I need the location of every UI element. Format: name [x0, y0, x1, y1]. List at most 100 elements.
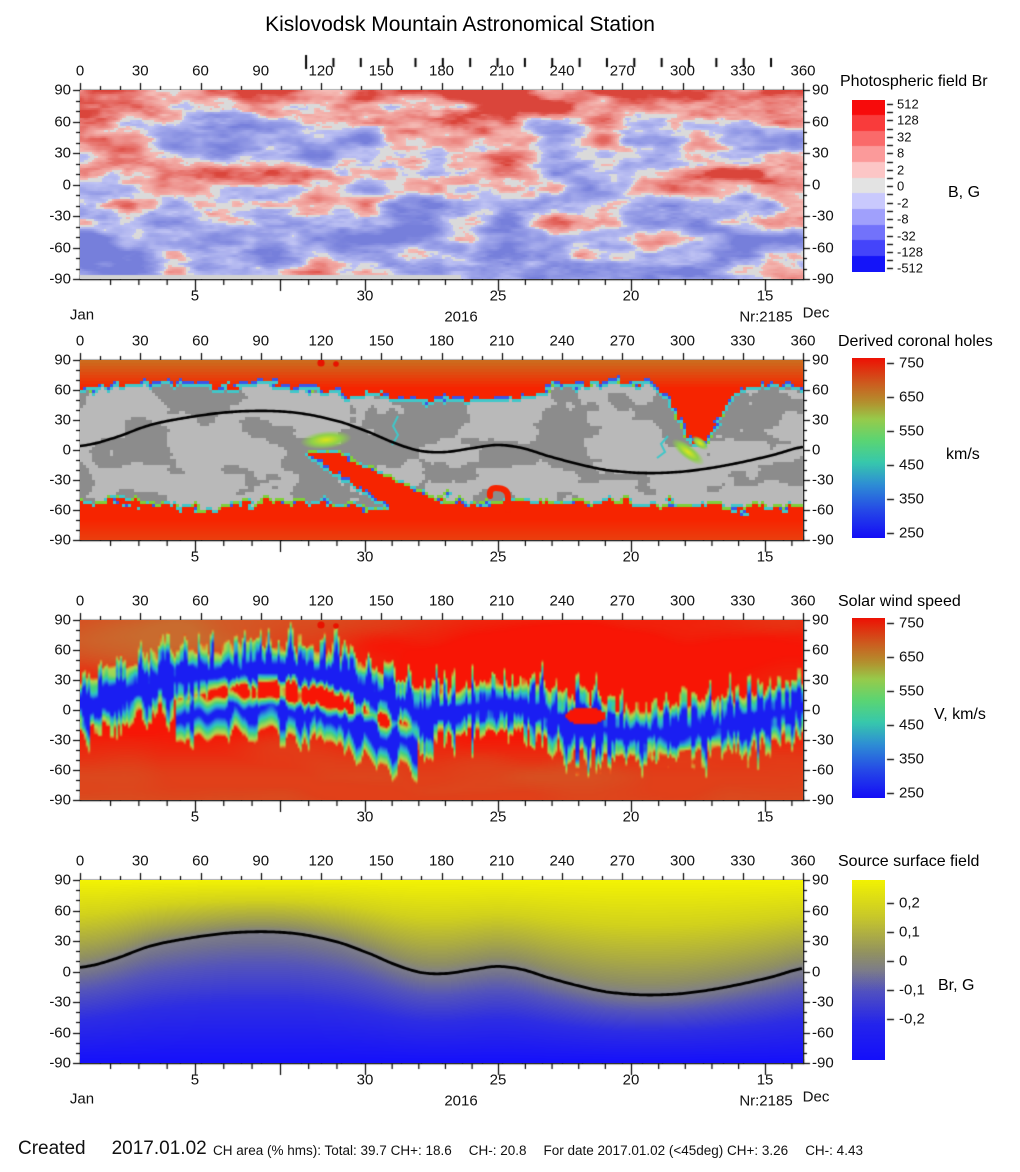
- lat-tick-label-left: 0: [62, 176, 71, 193]
- lon-tick-label: 90: [252, 332, 270, 350]
- date-tick-label: 5: [190, 1071, 200, 1089]
- lat-tick-label-right: -30: [812, 471, 834, 489]
- lat-tick-label-right: -30: [812, 993, 834, 1011]
- unit-label-b-g: B, G: [948, 184, 981, 201]
- colorbar-tick-label: 512: [897, 96, 919, 112]
- unit-label-br-g: Br, G: [938, 977, 975, 994]
- lon-tick-label: 30: [131, 852, 149, 870]
- lat-tick-label-right: 0: [812, 176, 821, 193]
- lon-tick-label: 60: [192, 62, 209, 80]
- lon-tick-label: 210: [489, 592, 515, 610]
- date-tick-label: 30: [356, 548, 374, 566]
- lon-tick-label: 150: [368, 852, 394, 870]
- lat-tick-label-right: -60: [812, 501, 834, 519]
- colorbar-tick-label: 350: [899, 490, 925, 508]
- colorbar-tick-label: 550: [899, 422, 925, 440]
- ch-area-minus: CH-: 20.8: [468, 1143, 527, 1158]
- created-date: 2017.01.02: [111, 1138, 207, 1159]
- lon-tick-label: 0: [75, 332, 85, 350]
- lon-tick-label: 120: [308, 592, 334, 610]
- colorbar-title-photospheric: Photospheric field Br: [840, 73, 988, 90]
- colorbar-tick-label: 250: [899, 524, 925, 542]
- colorbar-tick-label: 650: [899, 388, 925, 406]
- lat-tick-label-left: -60: [49, 239, 71, 256]
- colorbar-tick-label: 32: [897, 129, 912, 145]
- lon-tick-label: 300: [669, 852, 696, 870]
- lon-tick-label: 300: [669, 62, 696, 80]
- lon-tick-label: 180: [428, 592, 455, 610]
- created-label: Created: [18, 1138, 86, 1159]
- colorbar-tick-label: 750: [899, 614, 925, 632]
- lon-tick-label: 30: [131, 592, 149, 610]
- lon-tick-label: 270: [609, 332, 635, 350]
- lon-tick-label: 60: [192, 592, 209, 610]
- lon-tick-label: 30: [131, 62, 149, 80]
- colorbar-tick-label: 0: [897, 178, 905, 194]
- lon-tick-label: 240: [549, 852, 575, 870]
- unit-label-v-km-s: V, km/s: [934, 706, 986, 723]
- lon-tick-label: 360: [790, 62, 816, 80]
- lon-tick-label: 0: [75, 852, 85, 870]
- lat-tick-label-left: 90: [54, 871, 71, 889]
- lon-tick-label: 90: [252, 852, 270, 870]
- colorbar-tick-label: 250: [899, 784, 925, 802]
- created-line: Created 2017.01.02: [18, 1138, 207, 1160]
- lat-tick-label-left: 0: [62, 963, 71, 980]
- lat-tick-label-left: 30: [54, 932, 71, 950]
- colorbar-tick-label: 0,1: [899, 923, 920, 941]
- solar-wind-speed-map: [80, 620, 803, 800]
- source-surface-field-map: [80, 880, 803, 1063]
- lat-tick-label-left: -90: [49, 531, 71, 549]
- date-tick-label: 25: [489, 1071, 507, 1089]
- date-tick-label: 15: [756, 808, 774, 826]
- date-tick-label: 30: [356, 1071, 374, 1089]
- lon-tick-label: 180: [428, 332, 455, 350]
- lat-tick-label-right: 30: [812, 671, 829, 689]
- date-tick-label: 15: [756, 548, 774, 566]
- lon-tick-label: 360: [790, 592, 816, 610]
- ch-area-for-date: For date 2017.01.02 (<45deg) CH+: 3.26: [543, 1143, 789, 1158]
- lat-tick-label-right: -30: [812, 731, 834, 749]
- photospheric-colorbar: [852, 100, 885, 272]
- lat-tick-label-right: 30: [812, 932, 829, 950]
- colorbar-tick-label: -128: [897, 244, 924, 260]
- colorbar-tick-label: 450: [899, 716, 925, 734]
- lat-tick-label-right: 0: [812, 701, 821, 719]
- lat-tick-label-right: 0: [812, 963, 821, 980]
- lat-tick-label-right: 60: [812, 641, 829, 659]
- lat-tick-label-right: 60: [812, 113, 829, 130]
- date-tick-label: 20: [622, 287, 640, 305]
- lat-tick-label-right: -90: [812, 270, 834, 288]
- lon-tick-label: 210: [489, 852, 515, 870]
- lon-tick-label: 270: [609, 592, 635, 610]
- lon-tick-label: 120: [308, 62, 334, 80]
- date-tick-label: 15: [756, 1071, 774, 1089]
- lat-tick-label-right: -90: [812, 531, 834, 549]
- source-surface-colorbar: [852, 880, 885, 1060]
- lon-tick-label: 180: [428, 852, 455, 870]
- lon-tick-label: 240: [549, 62, 575, 80]
- colorbar-title-wind-speed: Solar wind speed: [838, 593, 961, 610]
- colorbar-tick-label: 0: [899, 952, 908, 970]
- lon-tick-label: 210: [489, 332, 515, 350]
- lon-tick-label: 180: [428, 62, 455, 80]
- lat-tick-label-right: 90: [812, 81, 829, 99]
- colorbar-tick-label: -2: [897, 195, 909, 211]
- date-tick-label: 5: [190, 808, 200, 826]
- lon-tick-label: 270: [609, 62, 635, 80]
- date-tick-label: 30: [356, 808, 374, 826]
- lon-tick-label: 300: [669, 592, 696, 610]
- lat-tick-label-left: 30: [54, 144, 71, 162]
- coronal-holes-map: [80, 360, 803, 540]
- date-tick-label: 5: [190, 548, 200, 566]
- colorbar-tick-label: 128: [897, 112, 919, 128]
- colorbar-tick-label: -32: [897, 228, 916, 244]
- date-tick-label: 5: [190, 287, 200, 305]
- lon-tick-label: 240: [549, 592, 575, 610]
- lat-tick-label-right: 30: [812, 144, 829, 162]
- date-tick-label: 25: [489, 548, 507, 566]
- lon-tick-label: 330: [730, 592, 756, 610]
- colorbar-tick-label: 2: [897, 162, 905, 178]
- lat-tick-label-right: -30: [812, 207, 834, 225]
- lon-tick-label: 150: [368, 592, 394, 610]
